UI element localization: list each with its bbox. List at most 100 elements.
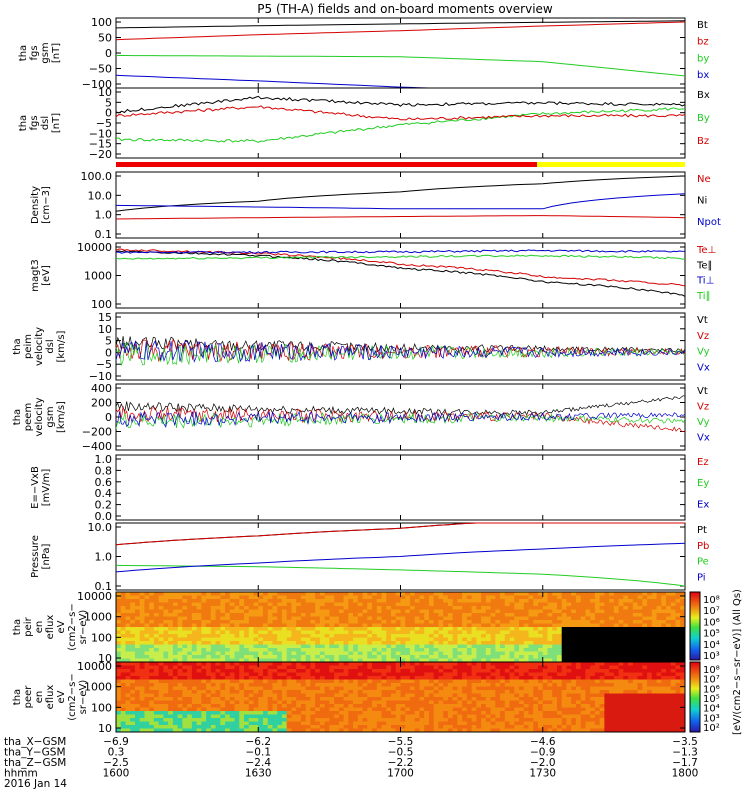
spectrogram-cell bbox=[315, 602, 321, 607]
spectrogram-cell bbox=[547, 606, 553, 610]
spectrogram-cell bbox=[409, 606, 416, 610]
spectrogram-cell bbox=[272, 602, 278, 607]
spectrogram-cell bbox=[452, 592, 458, 596]
spectrogram-cell bbox=[509, 718, 515, 722]
spectrogram-cell bbox=[528, 623, 534, 628]
spectrogram-cell bbox=[125, 718, 131, 722]
spectrogram-cell bbox=[495, 728, 501, 733]
spectrogram-cell bbox=[281, 690, 288, 694]
spectrogram-cell bbox=[116, 665, 122, 670]
spectrogram-cell bbox=[428, 711, 435, 715]
spectrogram-cell bbox=[244, 648, 250, 652]
spectrogram-cell bbox=[125, 707, 131, 712]
spectrogram-cell bbox=[353, 620, 359, 624]
spectrogram-cell bbox=[296, 620, 302, 624]
spectrogram-cell bbox=[172, 623, 179, 628]
spectrogram-cell bbox=[580, 630, 586, 635]
spectrogram-cell bbox=[556, 644, 563, 649]
spectrogram-cell bbox=[466, 725, 473, 729]
spectrogram-cell bbox=[632, 711, 638, 715]
spectrogram-cell bbox=[575, 721, 582, 726]
spectrogram-cell bbox=[329, 711, 335, 715]
spectrogram-cell bbox=[471, 655, 477, 659]
spectrogram-cell bbox=[191, 599, 198, 603]
spectrogram-cell bbox=[168, 662, 174, 666]
spectrogram-cell bbox=[395, 718, 401, 722]
spectrogram-cell bbox=[594, 690, 601, 694]
spectrogram-cell bbox=[116, 637, 122, 642]
spectrogram-cell bbox=[447, 669, 454, 673]
spectrogram-cell bbox=[443, 669, 449, 673]
spectrogram-cell bbox=[296, 651, 302, 656]
spectrogram-cell bbox=[225, 609, 231, 614]
spectrogram-cell bbox=[452, 655, 458, 659]
spectrogram-cell bbox=[277, 672, 283, 677]
spectrogram-cell bbox=[452, 609, 458, 614]
spectrogram-cell bbox=[599, 700, 605, 705]
spectrogram-cell bbox=[556, 728, 563, 733]
spectrogram-cell bbox=[395, 609, 401, 614]
spectrogram-cell bbox=[215, 609, 221, 614]
spectrogram-cell bbox=[225, 676, 231, 680]
spectrogram-cell bbox=[248, 700, 254, 705]
spectrogram-cell bbox=[196, 623, 202, 628]
spectrogram-cell bbox=[357, 672, 363, 677]
spectrogram-cell bbox=[116, 630, 122, 635]
spectrogram-cell bbox=[538, 592, 544, 596]
spectrogram-cell bbox=[414, 711, 420, 715]
spectrogram-cell bbox=[514, 714, 520, 719]
spectrogram-cell bbox=[485, 714, 491, 719]
spectrogram-cell bbox=[623, 634, 629, 638]
spectrogram-cell bbox=[628, 714, 634, 719]
spectrogram-cell bbox=[561, 711, 567, 715]
spectrogram-cell bbox=[675, 644, 681, 649]
spectrogram-cell bbox=[134, 718, 141, 722]
spectrogram-cell bbox=[286, 676, 292, 680]
spectrogram-cell bbox=[675, 648, 681, 652]
spectrogram-cell bbox=[566, 595, 572, 600]
spectrogram-cell bbox=[613, 683, 620, 687]
spectrogram-cell bbox=[300, 595, 307, 600]
spectrogram-cell bbox=[552, 676, 558, 680]
spectrogram-cell bbox=[594, 679, 601, 684]
spectrogram-cell bbox=[116, 613, 122, 617]
spectrogram-cell bbox=[462, 700, 468, 705]
spectrogram-cell bbox=[618, 711, 624, 715]
spectrogram-cell bbox=[542, 630, 548, 635]
spectrogram-cell bbox=[153, 592, 160, 596]
spectrogram-cell bbox=[386, 690, 392, 694]
spectrogram-cell bbox=[353, 651, 359, 656]
series-line-Pe bbox=[115, 564, 686, 587]
spectrogram-cell bbox=[291, 679, 297, 684]
spectrogram-cell bbox=[433, 686, 439, 691]
spectrogram-cell bbox=[414, 686, 420, 691]
spectrogram-cell bbox=[613, 679, 620, 684]
spectrogram-cell bbox=[514, 711, 520, 715]
spectrogram-cell bbox=[353, 683, 359, 687]
spectrogram-cell bbox=[590, 644, 596, 649]
spectrogram-cell bbox=[210, 704, 216, 708]
spectrogram-cell bbox=[281, 665, 288, 670]
spectrogram-cell bbox=[391, 620, 397, 624]
spectrogram-cell bbox=[500, 683, 506, 687]
spectrogram-cell bbox=[163, 648, 169, 652]
spectrogram-cell bbox=[566, 634, 572, 638]
spectrogram-cell bbox=[372, 662, 378, 666]
spectrogram-cell bbox=[471, 693, 477, 698]
spectrogram-cell bbox=[338, 613, 344, 617]
spectrogram-cell bbox=[509, 693, 515, 698]
spectrogram-cell bbox=[139, 592, 145, 596]
spectrogram-cell bbox=[267, 655, 273, 659]
spectrogram-cell bbox=[642, 679, 648, 684]
spectrogram-cell bbox=[239, 683, 245, 687]
spectrogram-cell bbox=[623, 686, 629, 691]
spectrogram-cell bbox=[580, 602, 586, 607]
spectrogram-cell bbox=[234, 693, 240, 698]
spectrogram-cell bbox=[481, 644, 487, 649]
spectrogram-cell bbox=[528, 665, 534, 670]
spectrogram-cell bbox=[239, 602, 245, 607]
spectrogram-cell bbox=[647, 707, 653, 712]
spectrogram-cell bbox=[590, 700, 596, 705]
spectrogram-cell bbox=[262, 613, 269, 617]
